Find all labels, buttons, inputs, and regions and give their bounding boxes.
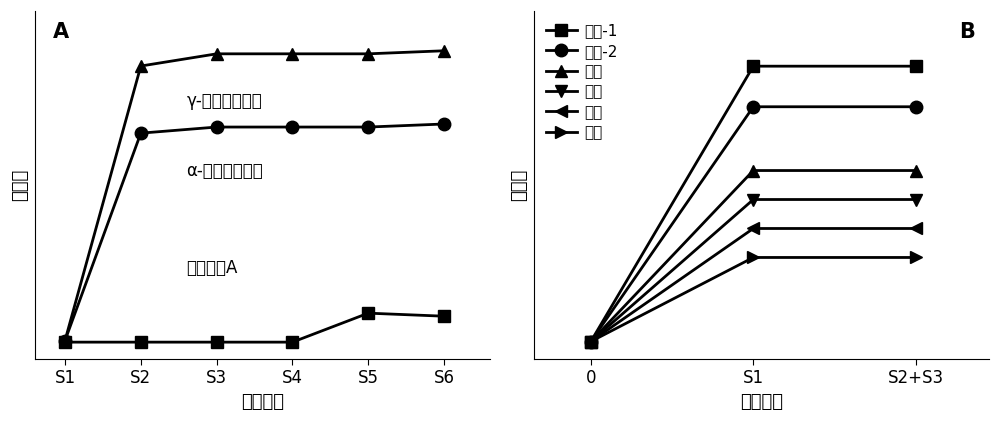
四氯-2	[747, 104, 759, 109]
Text: γ-六溡环十二烷: γ-六溡环十二烷	[186, 92, 262, 110]
四氯-2	[910, 104, 922, 109]
Y-axis label: 峰面积: 峰面积	[510, 169, 528, 201]
X-axis label: 淤洗步骤: 淤洗步骤	[241, 393, 284, 411]
Line: 七氯: 七氯	[585, 222, 922, 348]
八氯	[747, 255, 759, 260]
Line: 五氯: 五氯	[585, 164, 922, 348]
Line: 四氯-1: 四氯-1	[585, 60, 922, 348]
四氯-1	[747, 64, 759, 69]
六氯	[747, 197, 759, 202]
X-axis label: 淤洗步骤: 淤洗步骤	[740, 393, 783, 411]
七氯	[585, 339, 597, 344]
Line: 四氯-2: 四氯-2	[585, 100, 922, 348]
Text: A: A	[53, 22, 69, 41]
五氯	[585, 339, 597, 344]
四氯-2	[585, 339, 597, 344]
Line: 六氯: 六氯	[585, 193, 922, 348]
Legend: 四氯-1, 四氯-2, 五氯, 六氯, 七氯, 八氯: 四氯-1, 四氯-2, 五氯, 六氯, 七氯, 八氯	[542, 19, 622, 145]
六氯	[585, 339, 597, 344]
Text: B: B	[959, 22, 975, 41]
五氯	[910, 168, 922, 173]
四氯-1	[585, 339, 597, 344]
Line: 八氯: 八氯	[585, 251, 922, 348]
七氯	[747, 226, 759, 231]
六氯	[910, 197, 922, 202]
五氯	[747, 168, 759, 173]
四氯-1	[910, 64, 922, 69]
八氯	[585, 339, 597, 344]
八氯	[910, 255, 922, 260]
七氯	[910, 226, 922, 231]
Text: 四溡双酝A: 四溡双酝A	[186, 260, 238, 278]
Text: α-六溡环十二烷: α-六溡环十二烷	[186, 162, 263, 180]
Y-axis label: 峰面积: 峰面积	[11, 169, 29, 201]
